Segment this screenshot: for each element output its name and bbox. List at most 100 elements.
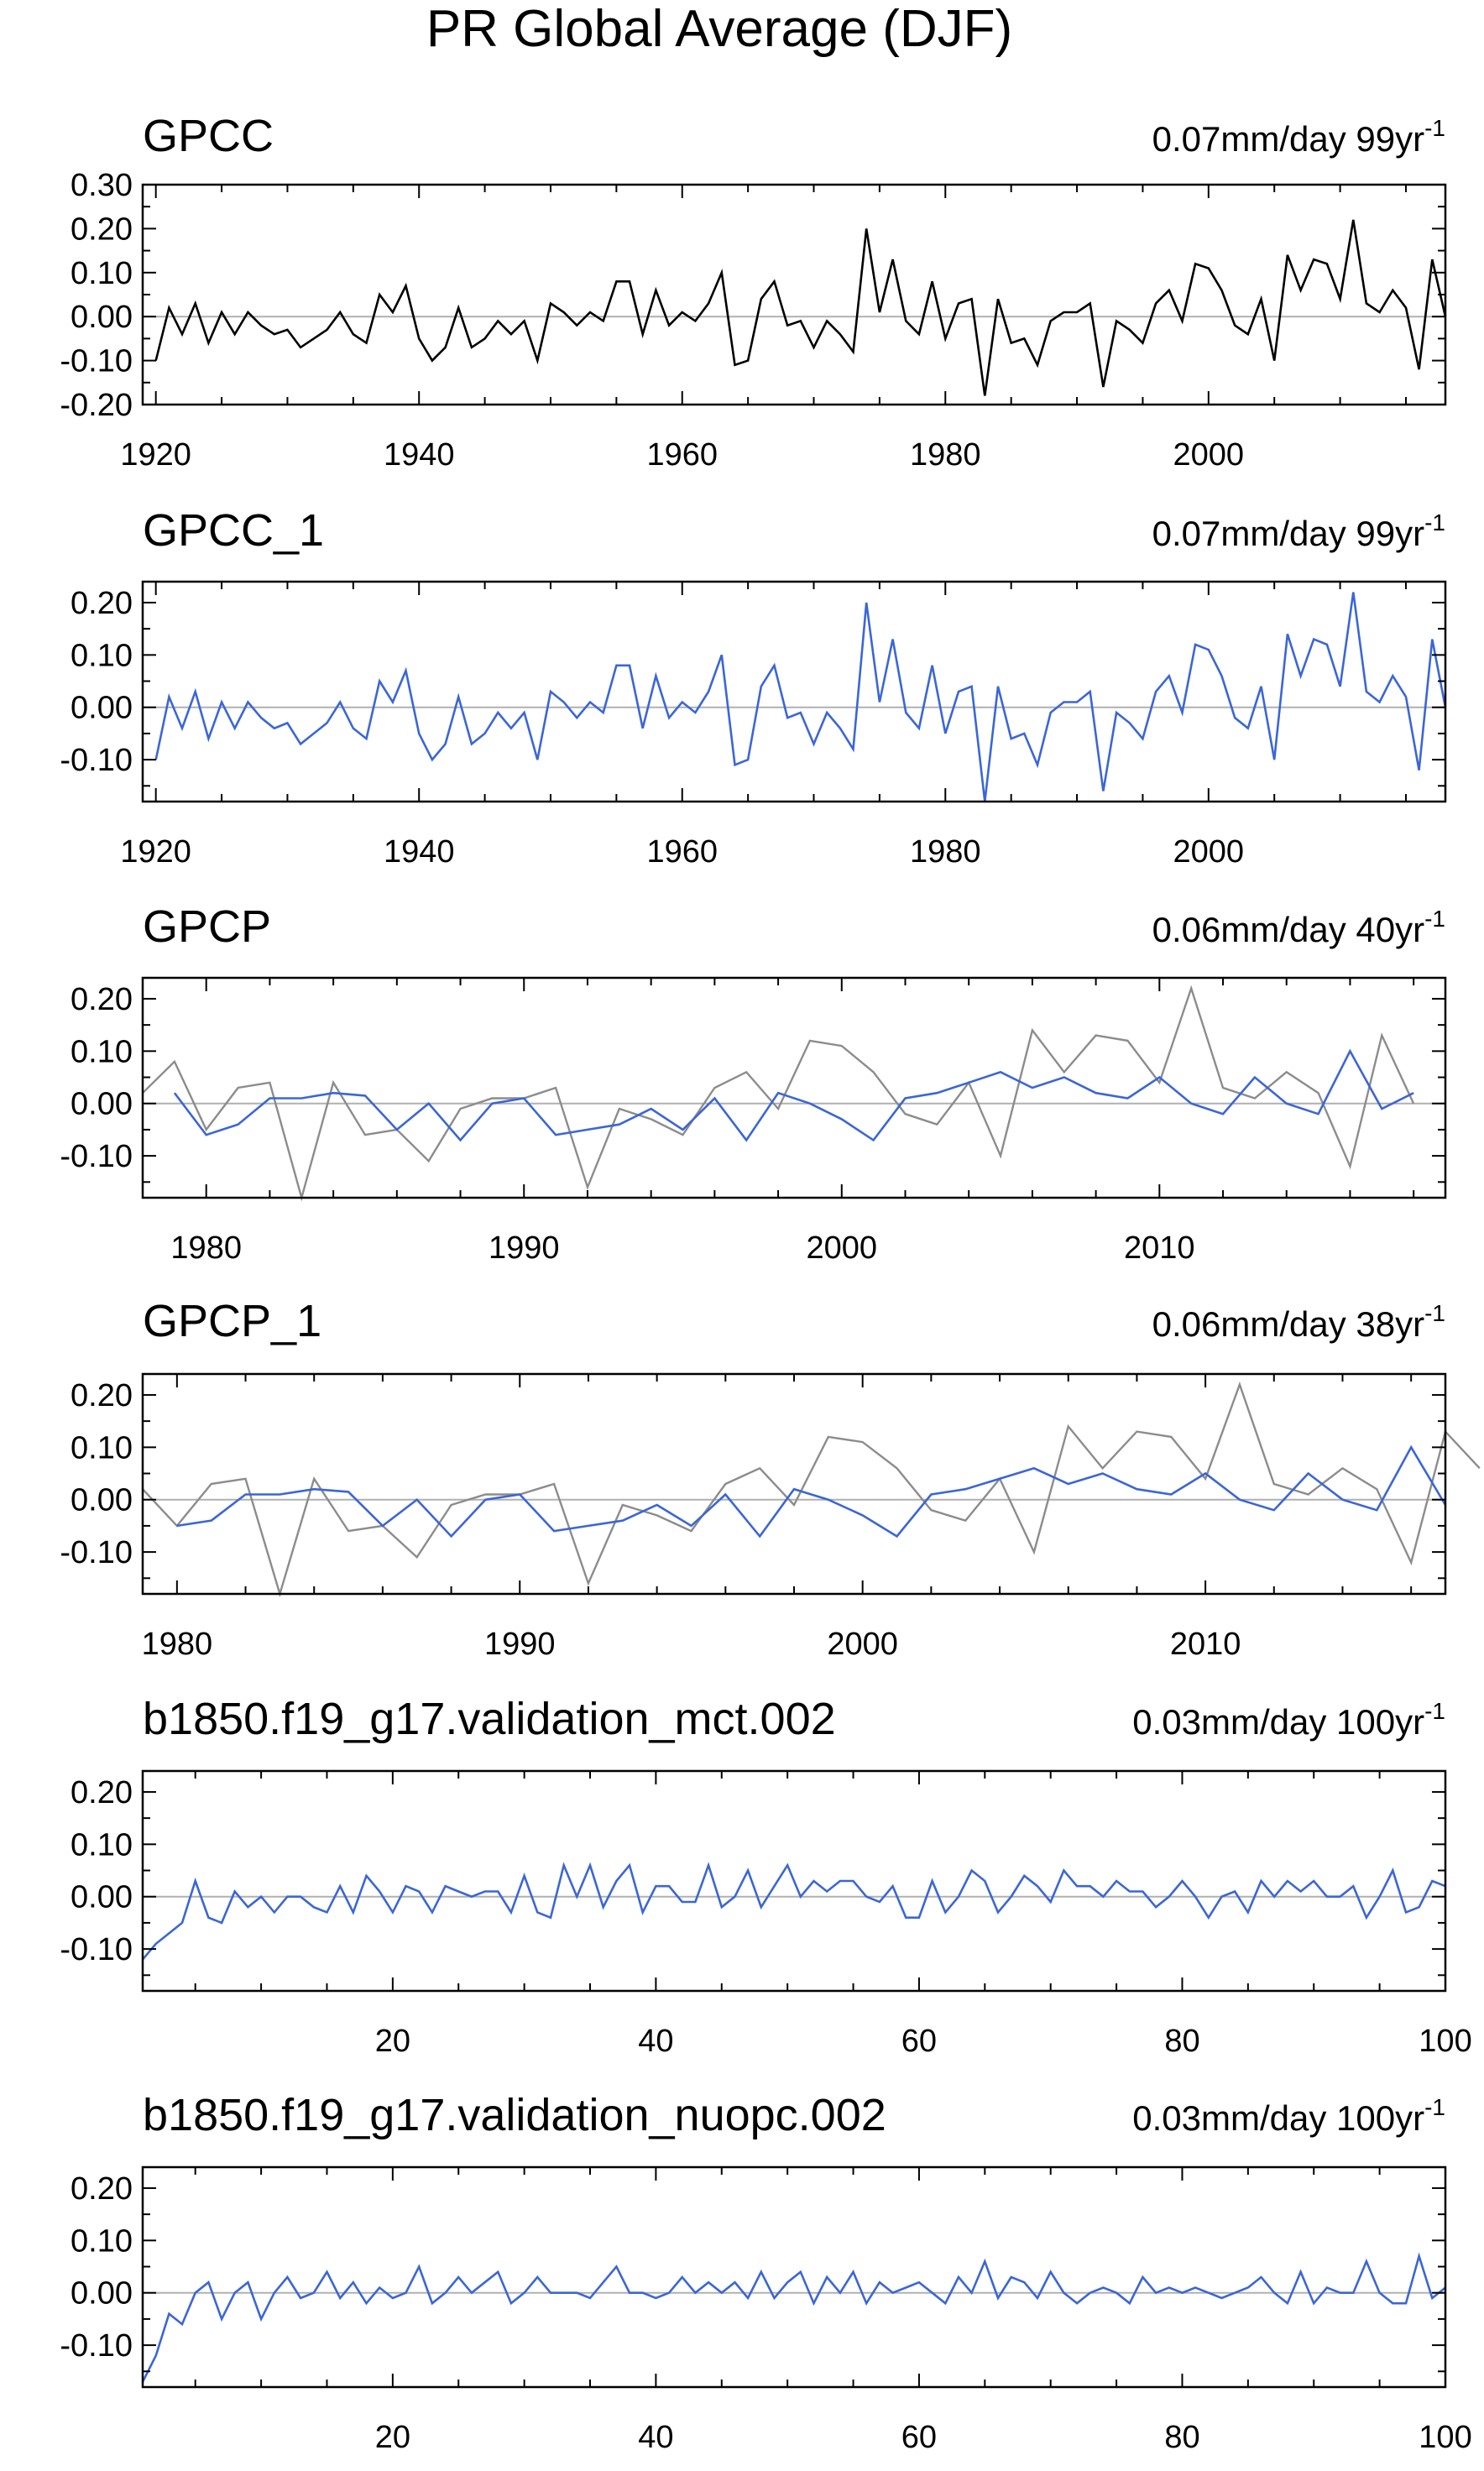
y-tick-label: 0.20 — [71, 1378, 133, 1413]
chart-panel-5: b1850.f19_g17.validation_mct.002 0.03mm/d… — [60, 1694, 1471, 2059]
trend-label: 0.06mm/day 40yr-1 — [1152, 906, 1445, 949]
series-line-gpcc — [154, 219, 1447, 396]
x-tick-label: 1960 — [646, 834, 718, 870]
series-line-gpcc-1 — [154, 592, 1447, 802]
series-line-mct — [142, 1862, 1446, 1961]
trend-value: 0.07mm/day 99yr — [1152, 119, 1424, 159]
panel-title: GPCP — [143, 901, 271, 952]
trend-superscript: -1 — [1424, 1300, 1445, 1326]
y-tick-label: 0.10 — [71, 2223, 133, 2259]
trend-label: 0.07mm/day 99yr-1 — [1152, 115, 1445, 159]
x-tick-label: 1980 — [142, 1627, 213, 1662]
plot-frame — [141, 976, 1447, 1199]
chart-panel-6: b1850.f19_g17.validation_nuopc.002 0.03mm… — [60, 2090, 1471, 2455]
x-tick-label: 80 — [1164, 2420, 1199, 2455]
x-tick-label: 80 — [1164, 2024, 1199, 2059]
x-tick-label: 2010 — [1124, 1230, 1195, 1266]
panel-title: b1850.f19_g17.validation_nuopc.002 — [143, 2090, 886, 2140]
x-tick-label: 100 — [1419, 2420, 1471, 2455]
plot-frame — [141, 183, 1447, 406]
panel-title: GPCC_1 — [143, 505, 324, 556]
y-tick-label: 0.20 — [71, 586, 133, 621]
y-tick-label: -0.20 — [60, 388, 133, 423]
trend-label: 0.06mm/day 38yr-1 — [1152, 1300, 1445, 1344]
plot-frame — [141, 1769, 1447, 1993]
x-tick-label: 20 — [375, 2024, 410, 2059]
plot-frame — [141, 2165, 1447, 2389]
y-tick-label: -0.10 — [60, 743, 133, 778]
series-line-gpcc-overlay- — [142, 1381, 1481, 1598]
x-tick-label: 2000 — [827, 1627, 898, 1662]
x-tick-label: 20 — [375, 2420, 410, 2455]
x-tick-label: 40 — [638, 2024, 673, 2059]
series-line-gpcp — [173, 1048, 1414, 1142]
x-tick-label: 1990 — [484, 1627, 556, 1662]
x-tick-label: 1980 — [910, 834, 981, 870]
y-tick-label: 0.10 — [71, 1034, 133, 1069]
x-tick-label: 1920 — [120, 437, 191, 473]
y-tick-label: 0.10 — [71, 1827, 133, 1862]
y-tick-label: 0.20 — [71, 982, 133, 1017]
y-tick-label: 0.00 — [71, 2276, 133, 2312]
trend-value: 0.03mm/day 100yr — [1132, 2098, 1424, 2138]
chart-panels: GPCC 0.07mm/day 99yr-1-0.20-0.100.000.100… — [60, 111, 1481, 2455]
trend-superscript: -1 — [1424, 906, 1445, 932]
y-tick-label: 0.00 — [71, 300, 133, 335]
x-tick-label: 60 — [901, 2024, 937, 2059]
y-tick-label: 0.30 — [71, 168, 133, 203]
y-tick-label: 0.10 — [71, 1430, 133, 1465]
trend-label: 0.07mm/day 99yr-1 — [1152, 509, 1445, 553]
trend-superscript: -1 — [1424, 1698, 1445, 1724]
x-tick-label: 1990 — [489, 1230, 560, 1266]
y-tick-label: -0.10 — [60, 2328, 133, 2364]
trend-value: 0.06mm/day 38yr — [1152, 1304, 1424, 1344]
x-tick-label: 60 — [901, 2420, 937, 2455]
y-tick-label: 0.00 — [71, 1880, 133, 1915]
panel-title: GPCP_1 — [143, 1296, 321, 1346]
x-tick-label: 40 — [638, 2420, 673, 2455]
y-tick-label: 0.00 — [71, 691, 133, 726]
panel-title: b1850.f19_g17.validation_mct.002 — [143, 1694, 836, 1744]
x-tick-label: 1960 — [646, 437, 718, 473]
chart-panel-4: GPCP_1 0.06mm/day 38yr-1 -0.10 0.00 0.10 0.20… — [60, 1296, 1481, 1662]
x-tick-label: 100 — [1419, 2024, 1471, 2059]
y-tick-label: -0.10 — [60, 344, 133, 379]
y-tick-label: 0.20 — [71, 2171, 133, 2207]
y-tick-label: 0.00 — [71, 1087, 133, 1122]
trend-superscript: -1 — [1424, 2094, 1445, 2120]
x-tick-label: 1940 — [384, 834, 455, 870]
y-tick-label: 0.10 — [71, 638, 133, 673]
plot-frame — [141, 1372, 1447, 1596]
chart-panel-2: GPCC_1 0.07mm/day 99yr-1 -0.10 0.00 0.10 0.20… — [60, 505, 1447, 870]
x-tick-label: 2000 — [807, 1230, 878, 1266]
x-tick-label: 2010 — [1170, 1627, 1241, 1662]
y-tick-label: 0.20 — [71, 212, 133, 247]
chart-panel-3: GPCP 0.06mm/day 40yr-1 -0.10 0.00 0.10 0.20 19… — [60, 901, 1447, 1266]
trend-label: 0.03mm/day 100yr-1 — [1132, 1698, 1445, 1742]
panel-title: GPCC — [143, 111, 274, 161]
trend-value: 0.07mm/day 99yr — [1152, 514, 1424, 553]
y-tick-label: -0.10 — [60, 1535, 133, 1570]
trend-superscript: -1 — [1424, 115, 1445, 141]
x-tick-label: 1980 — [910, 437, 981, 473]
plot-frame — [141, 580, 1447, 803]
x-tick-label: 2000 — [1173, 834, 1245, 870]
series-line-gpcc-overlay- — [142, 985, 1415, 1202]
y-tick-label: 0.10 — [71, 256, 133, 291]
series-line-gpcp-1 — [176, 1444, 1447, 1538]
series-line-nuopc — [141, 2252, 1446, 2383]
y-tick-label: 0.20 — [71, 1775, 133, 1810]
y-tick-label: -0.10 — [60, 1932, 133, 1967]
figure-title: PR Global Average (DJF) — [426, 0, 1012, 58]
chart-panel-1: GPCC 0.07mm/day 99yr-1 -0.20 -0.10 0.00 0.10 0… — [60, 111, 1447, 473]
trend-value: 0.03mm/day 100yr — [1132, 1702, 1424, 1742]
x-tick-label: 2000 — [1173, 437, 1245, 473]
y-tick-label: 0.00 — [71, 1483, 133, 1518]
y-tick-label: -0.10 — [60, 1139, 133, 1174]
x-tick-label: 1940 — [384, 437, 455, 473]
trend-label: 0.03mm/day 100yr-1 — [1132, 2094, 1445, 2138]
x-tick-label: 1920 — [120, 834, 191, 870]
trend-value: 0.06mm/day 40yr — [1152, 910, 1424, 949]
trend-superscript: -1 — [1424, 509, 1445, 535]
